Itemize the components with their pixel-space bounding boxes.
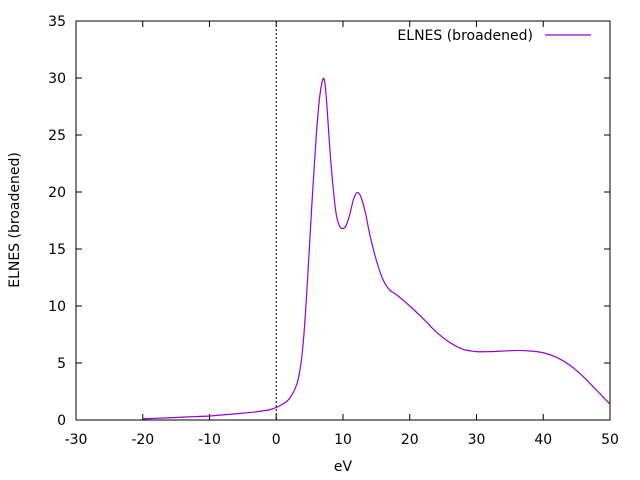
x-tick-label: 20: [401, 432, 419, 448]
x-tick-label: -10: [198, 432, 221, 448]
x-tick-label: 0: [272, 432, 281, 448]
tick-label-layer: -30 -20 -10 0 10 20 30 40 50 0 5 10 15 20 25 30 35: [48, 14, 619, 448]
x-tick-label: 40: [534, 432, 552, 448]
legend: ELNES (broadened): [397, 28, 591, 44]
y-tick-label: 35: [48, 14, 66, 30]
legend-label: ELNES (broadened): [397, 28, 533, 44]
y-axis-title: ELNES (broadened): [7, 152, 23, 288]
x-tick-label: 30: [468, 432, 486, 448]
x-axis-title: eV: [334, 459, 353, 475]
y-tick-label: 10: [48, 299, 66, 315]
y-tick-label: 5: [57, 356, 66, 372]
y-tick-label: 25: [48, 128, 66, 144]
y-tick-label: 15: [48, 242, 66, 258]
y-tick-label: 20: [48, 185, 66, 201]
y-tick-label: 30: [48, 71, 66, 87]
tick-layer: [75, 20, 611, 421]
x-tick-label: 10: [334, 432, 352, 448]
y-tick-label: 0: [57, 413, 66, 429]
x-tick-label: -30: [65, 432, 88, 448]
x-tick-label: 50: [601, 432, 619, 448]
series-line-elnes: [142, 77, 611, 420]
plot-border: [75, 20, 611, 421]
x-tick-label: -20: [131, 432, 154, 448]
